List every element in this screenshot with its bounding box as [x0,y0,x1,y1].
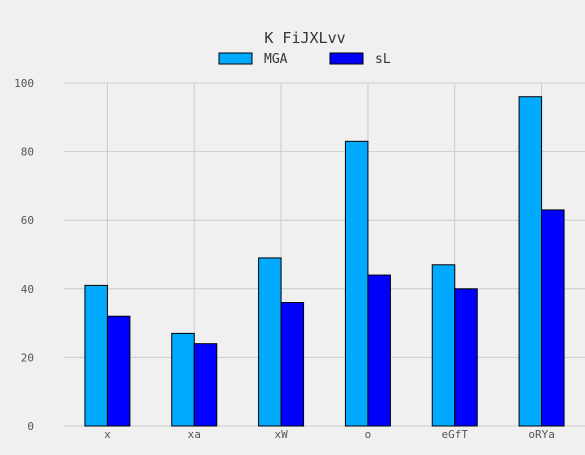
bar-MGA-x [84,284,108,427]
bar-MGA-oRYa [518,96,543,427]
bar-sL-xa [193,343,218,427]
y-tick-label: 0 [27,420,34,433]
legend-label: sL [375,52,391,67]
x-tick-label: eGfT [442,428,469,441]
legend-swatch [329,52,364,65]
chart-title: K FiJXLvv [264,29,345,47]
bar-MGA-eGfT [431,264,456,427]
y-tick-label: 60 [21,214,34,227]
bar-sL-eGfT [454,288,478,427]
bar-sL-xW [280,302,305,427]
legend: MGA sL [218,52,391,67]
legend-swatch [218,52,253,65]
bar-sL-o [367,274,391,427]
x-tick-label: o [365,428,372,441]
y-tick-label: 20 [21,351,34,364]
bar-MGA-o [344,140,369,427]
y-axis-ticks: 0 20 40 60 80 100 [14,77,34,433]
x-tick-label: oRYa [528,428,555,441]
bar-sL-x [106,315,131,427]
y-tick-label: 80 [21,146,34,159]
y-tick-label: 40 [21,283,34,296]
legend-label: MGA [264,52,288,67]
x-axis-ticks: x xa xW o eGfT oRYa [104,428,555,441]
x-tick-label: xW [274,428,288,441]
y-tick-label: 100 [14,77,34,90]
gridlines [64,82,585,427]
x-tick-label: xa [188,428,201,441]
bar-MGA-xW [258,257,282,427]
bars [84,96,565,427]
bar-MGA-xa [171,332,195,427]
bar-sL-oRYa [541,209,565,427]
x-tick-label: x [104,428,111,441]
